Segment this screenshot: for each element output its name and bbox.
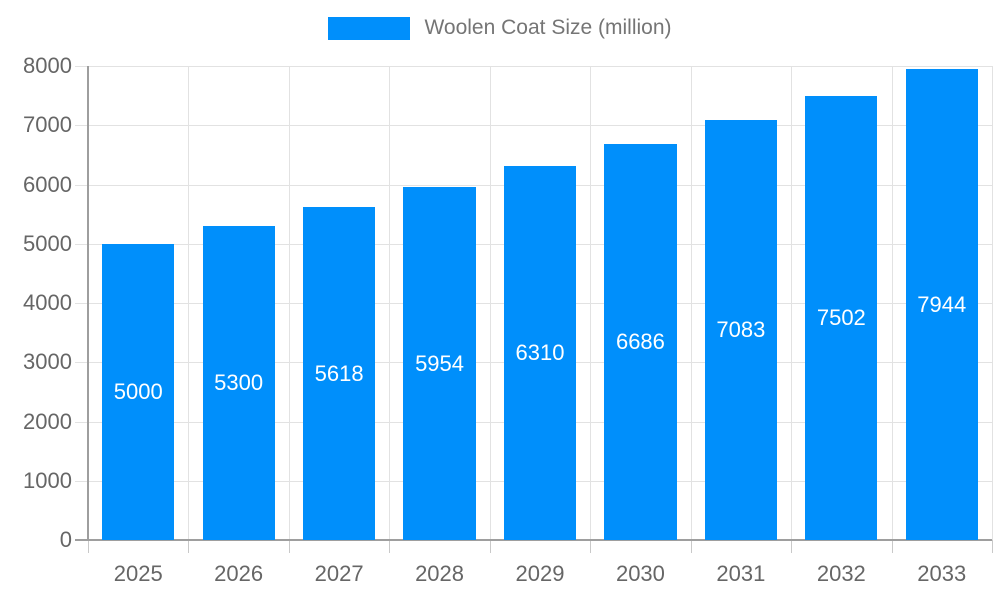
x-axis-label: 2033: [917, 561, 967, 586]
legend-swatch: [328, 16, 411, 40]
y-axis-label: 7000: [23, 112, 72, 138]
y-axis-label: 2000: [23, 408, 72, 434]
bar[interactable]: [704, 120, 778, 540]
x-gridline: [288, 66, 290, 540]
bar-value-label: 5000: [113, 378, 163, 404]
y-gridline: [75, 66, 992, 67]
bar[interactable]: [604, 143, 677, 540]
x-axis-label: 2026: [214, 561, 264, 586]
y-axis-label: 8000: [23, 53, 72, 78]
y-axis-label: 0: [59, 527, 72, 552]
legend[interactable]: Woolen Coat Size (million): [0, 16, 1000, 40]
bar-value-label: 7083: [716, 317, 766, 343]
x-axis-label: 2029: [515, 561, 565, 586]
bar[interactable]: [302, 207, 376, 540]
y-axis-label: 4000: [23, 290, 72, 315]
x-gridline: [590, 66, 592, 540]
y-gridline: [75, 125, 992, 127]
x-gridline: [489, 66, 491, 540]
x-axis-label: 2028: [415, 561, 465, 586]
x-tick: [389, 540, 391, 553]
x-tick: [188, 540, 190, 553]
bar-value-label: 7502: [816, 304, 866, 330]
x-tick: [891, 540, 893, 553]
bar[interactable]: [503, 166, 577, 540]
x-gridline: [188, 66, 190, 540]
x-gridline: [690, 66, 692, 540]
x-axis-label: 2027: [314, 561, 364, 586]
x-tick: [489, 540, 491, 553]
x-tick: [791, 540, 793, 553]
bar-value-label: 6686: [615, 328, 665, 354]
bar-value-label: 5300: [214, 369, 264, 395]
bar[interactable]: [403, 187, 476, 540]
bar-value-label: 5618: [314, 360, 364, 386]
y-axis-label: 1000: [23, 467, 72, 493]
y-axis-line: [87, 66, 89, 540]
bar[interactable]: [805, 95, 878, 540]
x-gridline: [389, 66, 391, 540]
x-gridline: [891, 66, 893, 540]
y-axis-label: 6000: [23, 171, 72, 197]
x-gridline: [992, 66, 993, 540]
x-axis-line: [75, 539, 992, 541]
x-tick: [992, 540, 993, 553]
bar-value-label: 7944: [917, 291, 967, 317]
x-tick: [88, 540, 89, 553]
x-tick: [590, 540, 592, 553]
legend-label: Woolen Coat Size (million): [424, 16, 672, 39]
bar[interactable]: [202, 225, 275, 540]
bar[interactable]: [905, 69, 978, 540]
x-axis-label: 2030: [615, 561, 665, 586]
x-tick: [690, 540, 692, 553]
x-axis-label: 2031: [716, 561, 766, 586]
x-gridline: [791, 66, 793, 540]
x-tick: [288, 540, 290, 553]
x-axis-label: 2025: [113, 561, 163, 586]
bar[interactable]: [102, 243, 175, 540]
x-axis-label: 2032: [816, 561, 866, 586]
bar-value-label: 5954: [415, 350, 465, 376]
y-axis-label: 5000: [23, 230, 72, 256]
bar-value-label: 6310: [515, 340, 565, 366]
y-axis-label: 3000: [23, 349, 72, 375]
